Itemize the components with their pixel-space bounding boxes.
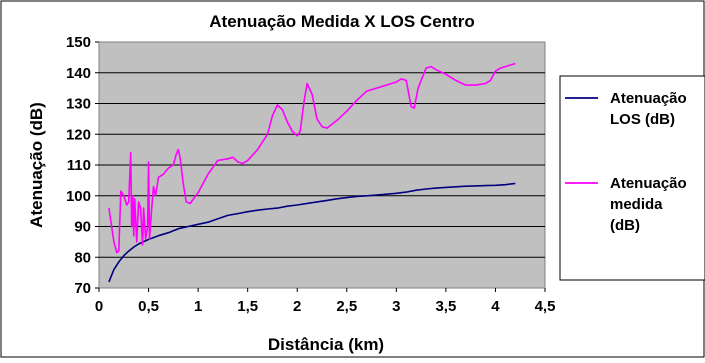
y-tick-label: 80 — [74, 249, 91, 266]
x-tick-label: 1 — [194, 298, 202, 315]
x-axis-ticks: 0 0,5 1 1,5 2 2,5 3 3,5 4 4,5 — [95, 288, 556, 315]
series-line-1 — [108, 182, 516, 283]
y-tick-label: 140 — [66, 65, 91, 82]
x-tick-label: 0 — [95, 298, 103, 315]
chart-title: Atenuação Medida X LOS Centro — [209, 12, 474, 31]
legend-label-2: Atenuação — [610, 175, 687, 192]
y-tick-label: 150 — [66, 34, 91, 51]
y-axis-title: Atenuação (dB) — [27, 102, 46, 228]
grid-lines — [99, 72, 545, 258]
y-tick-label: 90 — [74, 219, 91, 236]
y-tick-label: 120 — [66, 126, 91, 143]
legend-label-1: LOS (dB) — [610, 111, 675, 128]
legend-items: Atenuação LOS (dB) Atenuação medida (dB) — [565, 90, 687, 234]
y-axis-ticks: 70 80 90 100 110 120 130 140 150 — [66, 34, 99, 297]
y-tick-label: 130 — [66, 96, 91, 113]
y-tick-label: 110 — [67, 157, 91, 174]
x-tick-label: 3,5 — [435, 298, 456, 315]
legend-label-2: medida — [610, 196, 663, 213]
legend-box — [559, 75, 705, 281]
y-tick-label: 100 — [66, 188, 91, 205]
x-axis-title: Distância (km) — [268, 335, 384, 354]
x-tick-label: 4 — [491, 298, 500, 315]
x-tick-label: 0,5 — [138, 298, 159, 315]
series-group — [108, 62, 516, 283]
x-tick-label: 1,5 — [237, 298, 258, 315]
x-tick-label: 3 — [392, 298, 400, 315]
y-tick-label: 70 — [74, 280, 91, 297]
series-line-2 — [108, 62, 516, 254]
legend: Atenuação LOS (dB) Atenuação medida (dB) — [559, 75, 705, 281]
x-tick-label: 4,5 — [535, 298, 556, 315]
x-tick-label: 2,5 — [336, 298, 357, 315]
legend-label-1: Atenuação — [610, 90, 687, 107]
legend-label-2: (dB) — [610, 217, 640, 234]
x-tick-label: 2 — [293, 298, 301, 315]
